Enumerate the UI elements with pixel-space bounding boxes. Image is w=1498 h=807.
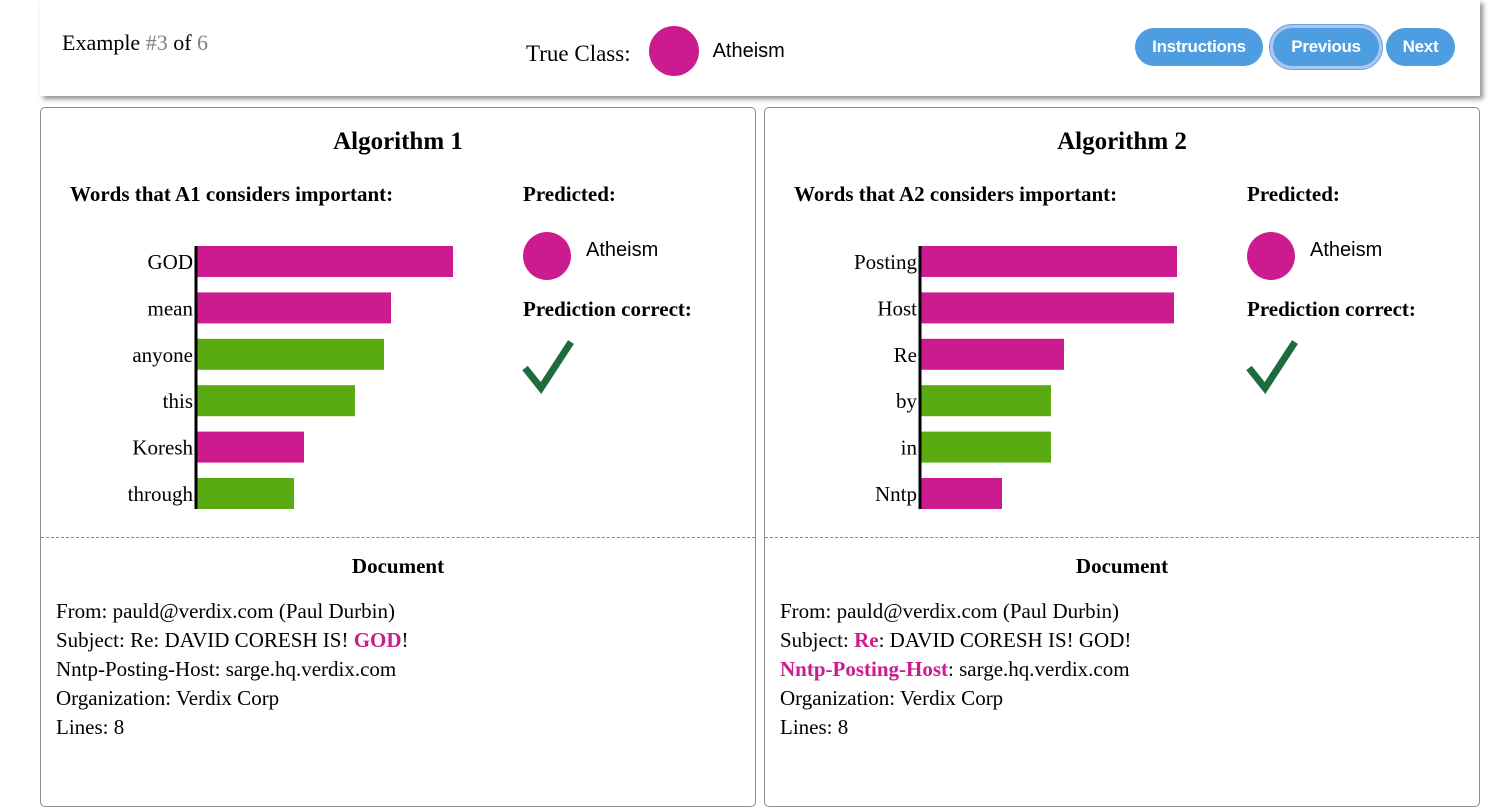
bar-nntp [920, 478, 1002, 509]
bar-label-koresh: Koresh [132, 436, 193, 460]
prediction-correct-label: Prediction correct: [1247, 297, 1416, 321]
document-text: ! [401, 628, 409, 652]
bar-label-nntp: Nntp [875, 482, 917, 506]
bar-label-mean: mean [148, 296, 194, 320]
example-counter: Example #3 of 6 [62, 30, 208, 56]
bar-anyone [196, 338, 384, 370]
bar-host [920, 292, 1174, 324]
important-words-label: Words that A2 considers important: [794, 182, 1118, 206]
bar-label-re: Re [894, 343, 917, 367]
document-text: : DAVID CORESH IS! GOD! [878, 628, 1132, 652]
document-line: Lines: 8 [56, 713, 409, 742]
predicted-class: Atheism [523, 232, 658, 280]
document-line: Organization: Verdix Corp [780, 684, 1131, 713]
document-text: Organization: Verdix Corp [56, 686, 280, 710]
bar-god [196, 246, 453, 277]
algorithm-title: Algorithm 2 [1057, 128, 1187, 155]
bar-mean [196, 292, 391, 324]
algorithm-title: Algorithm 1 [333, 128, 463, 155]
document-line: Lines: 8 [780, 713, 1131, 742]
checkmark-icon [1246, 340, 1298, 394]
important-words-label: Words that A1 considers important: [70, 182, 394, 206]
prediction-correct-label: Prediction correct: [523, 297, 692, 321]
predicted-label: Predicted: [523, 182, 616, 206]
important-words-chart: Posting Host Re by in Nntp [854, 246, 1177, 509]
algorithm-2-panel: Algorithm 2 Words that A2 considers impo… [764, 107, 1480, 807]
document-text: Subject: Re: DAVID CORESH IS! [56, 628, 354, 652]
bar-label-anyone: anyone [132, 343, 193, 367]
document-line: From: pauld@verdix.com (Paul Durbin) [56, 597, 409, 626]
document-title: Document [1075, 554, 1169, 578]
bar-label-in: in [901, 436, 918, 460]
checkmark-icon [522, 340, 574, 394]
document-text: From: pauld@verdix.com (Paul Durbin) [56, 599, 395, 623]
document-line: Subject: Re: DAVID CORESH IS! GOD! [780, 626, 1131, 655]
bar-label-through: through [128, 482, 194, 506]
true-class: True Class: Atheism [526, 26, 785, 76]
highlighted-word: Nntp-Posting-Host [780, 657, 949, 681]
bar-this [196, 385, 355, 417]
document-body: From: pauld@verdix.com (Paul Durbin) Subj… [780, 597, 1131, 742]
important-words-chart: GOD mean anyone this Koresh through [128, 246, 453, 509]
highlighted-word: GOD [353, 628, 402, 652]
highlighted-word: Re [854, 628, 879, 652]
document-text: Nntp-Posting-Host: sarge.hq.verdix.com [56, 657, 397, 681]
bar-by [920, 385, 1051, 417]
true-class-label: True Class: [526, 41, 631, 66]
document-line: Subject: Re: DAVID CORESH IS! GOD! [56, 626, 409, 655]
document-text: From: pauld@verdix.com (Paul Durbin) [780, 599, 1119, 623]
predicted-class-name: Atheism [1310, 238, 1383, 261]
bar-label-by: by [896, 389, 918, 413]
bar-in [920, 431, 1051, 463]
previous-button[interactable]: Previous [1269, 24, 1383, 70]
predicted-class-dot [1247, 232, 1295, 280]
top-bar: Example #3 of 6 True Class: Atheism Inst… [40, 0, 1480, 96]
next-button[interactable]: Next [1386, 28, 1455, 66]
true-class-dot [648, 26, 699, 76]
document-text: : sarge.hq.verdix.com [948, 657, 1130, 681]
algorithm-1-panel: Algorithm 1 Words that A1 considers impo… [40, 107, 756, 807]
predicted-class-dot [523, 232, 571, 280]
document-line: Nntp-Posting-Host: sarge.hq.verdix.com [780, 655, 1131, 684]
bar-through [196, 478, 294, 509]
document-line: From: pauld@verdix.com (Paul Durbin) [780, 597, 1131, 626]
example-prefix: Example [62, 30, 146, 55]
example-of: of [167, 30, 198, 55]
document-text: Subject: [780, 628, 855, 652]
document-line: Nntp-Posting-Host: sarge.hq.verdix.com [56, 655, 409, 684]
instructions-button[interactable]: Instructions [1135, 28, 1263, 66]
example-total: 6 [197, 30, 209, 55]
bar-koresh [196, 431, 304, 463]
bar-label-god: GOD [148, 250, 194, 274]
document-text: Lines: 8 [780, 715, 849, 739]
true-class-name: Atheism [712, 39, 785, 62]
document-text: Organization: Verdix Corp [780, 686, 1004, 710]
bar-posting [920, 246, 1177, 277]
predicted-label: Predicted: [1247, 182, 1340, 206]
bar-re [920, 338, 1064, 370]
bar-label-this: this [163, 389, 193, 413]
predicted-class-name: Atheism [586, 238, 659, 261]
example-index: #3 [145, 30, 168, 55]
section-divider [765, 537, 1479, 538]
predicted-class: Atheism [1247, 232, 1382, 280]
bar-label-host: Host [877, 296, 917, 320]
document-body: From: pauld@verdix.com (Paul Durbin) Subj… [56, 597, 409, 742]
document-title: Document [351, 554, 445, 578]
document-text: Lines: 8 [56, 715, 125, 739]
bar-label-posting: Posting [854, 250, 918, 274]
section-divider [41, 537, 755, 538]
document-line: Organization: Verdix Corp [56, 684, 409, 713]
